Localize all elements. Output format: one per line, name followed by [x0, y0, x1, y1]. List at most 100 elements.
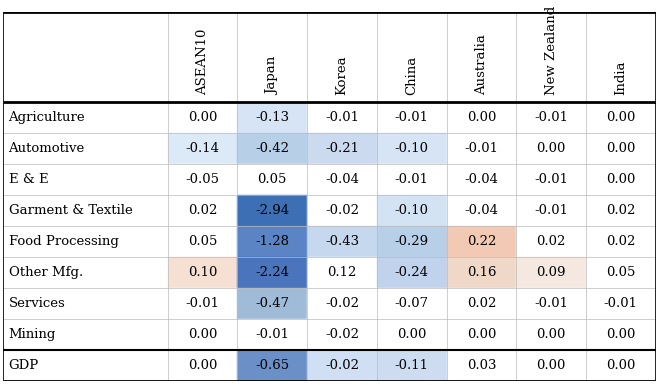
Text: -0.13: -0.13 — [255, 111, 289, 124]
Bar — [377, 350, 447, 381]
Text: Automotive: Automotive — [9, 142, 85, 155]
Text: 0.03: 0.03 — [466, 359, 496, 372]
Bar — [237, 288, 307, 319]
Text: -0.29: -0.29 — [395, 235, 429, 248]
Text: -0.01: -0.01 — [325, 111, 359, 124]
Bar — [237, 319, 307, 350]
Text: 0.02: 0.02 — [606, 235, 635, 248]
Bar — [516, 288, 586, 319]
Text: -0.04: -0.04 — [464, 204, 499, 217]
Text: -0.07: -0.07 — [395, 297, 429, 310]
Bar — [237, 257, 307, 288]
Bar — [586, 319, 656, 350]
Text: -0.11: -0.11 — [395, 359, 428, 372]
Bar — [447, 319, 516, 350]
Text: -0.43: -0.43 — [325, 235, 359, 248]
Text: E & E: E & E — [9, 173, 48, 186]
Text: 0.05: 0.05 — [188, 235, 217, 248]
Bar — [307, 133, 377, 164]
Text: -0.47: -0.47 — [255, 297, 289, 310]
Bar — [307, 164, 377, 195]
Bar — [377, 257, 447, 288]
Text: 0.22: 0.22 — [466, 235, 496, 248]
Text: 0.00: 0.00 — [606, 359, 635, 372]
Bar — [516, 226, 586, 257]
Bar — [586, 350, 656, 381]
Text: -0.42: -0.42 — [256, 142, 289, 155]
Text: 0.00: 0.00 — [536, 142, 566, 155]
Bar — [447, 288, 516, 319]
Text: 0.00: 0.00 — [536, 328, 566, 341]
Text: Services: Services — [9, 297, 65, 310]
Bar — [168, 350, 237, 381]
Bar — [377, 288, 447, 319]
Bar — [168, 102, 237, 133]
Text: 0.02: 0.02 — [466, 297, 496, 310]
Text: -0.24: -0.24 — [395, 266, 428, 279]
Bar — [586, 133, 656, 164]
Text: 0.02: 0.02 — [536, 235, 566, 248]
Bar — [237, 226, 307, 257]
Bar — [516, 319, 586, 350]
Bar — [377, 319, 447, 350]
Text: -0.01: -0.01 — [604, 297, 638, 310]
Text: India: India — [614, 60, 627, 95]
Bar — [237, 164, 307, 195]
Bar — [168, 319, 237, 350]
Bar — [3, 12, 656, 102]
Bar — [447, 133, 516, 164]
Bar — [168, 288, 237, 319]
Text: -0.01: -0.01 — [256, 328, 289, 341]
Text: Australia: Australia — [475, 34, 488, 95]
Bar — [516, 133, 586, 164]
Bar — [377, 226, 447, 257]
Text: -0.04: -0.04 — [464, 173, 499, 186]
Bar — [168, 133, 237, 164]
Text: 0.09: 0.09 — [536, 266, 566, 279]
Text: -0.02: -0.02 — [325, 328, 359, 341]
Bar — [377, 133, 447, 164]
Text: -0.01: -0.01 — [534, 173, 568, 186]
Bar — [307, 288, 377, 319]
Bar — [516, 350, 586, 381]
Text: 0.00: 0.00 — [188, 359, 217, 372]
Text: -0.10: -0.10 — [395, 142, 428, 155]
Text: 0.10: 0.10 — [188, 266, 217, 279]
Text: -0.21: -0.21 — [325, 142, 359, 155]
Text: Japan: Japan — [266, 57, 279, 95]
Text: New Zealand: New Zealand — [545, 6, 558, 95]
Text: 0.00: 0.00 — [606, 111, 635, 124]
Bar — [237, 350, 307, 381]
Bar — [307, 195, 377, 226]
Bar — [168, 195, 237, 226]
Text: Agriculture: Agriculture — [9, 111, 85, 124]
Text: GDP: GDP — [9, 359, 39, 372]
Bar — [307, 102, 377, 133]
Bar — [447, 257, 516, 288]
Bar — [586, 195, 656, 226]
Bar — [168, 164, 237, 195]
Bar — [377, 102, 447, 133]
Bar — [447, 350, 516, 381]
Text: -2.24: -2.24 — [256, 266, 289, 279]
Text: -0.14: -0.14 — [185, 142, 219, 155]
Text: -0.01: -0.01 — [534, 111, 568, 124]
Text: -0.04: -0.04 — [325, 173, 359, 186]
Bar — [586, 226, 656, 257]
Text: -0.01: -0.01 — [185, 297, 219, 310]
Text: 0.00: 0.00 — [466, 328, 496, 341]
Bar — [586, 164, 656, 195]
Bar — [307, 350, 377, 381]
Text: 0.00: 0.00 — [536, 359, 566, 372]
Bar — [237, 133, 307, 164]
Text: -2.94: -2.94 — [255, 204, 289, 217]
Bar — [377, 195, 447, 226]
Text: Korea: Korea — [336, 55, 348, 95]
Bar — [516, 195, 586, 226]
Text: 0.05: 0.05 — [258, 173, 287, 186]
Text: China: China — [405, 55, 419, 95]
Text: Food Processing: Food Processing — [9, 235, 118, 248]
Bar — [168, 257, 237, 288]
Text: -0.01: -0.01 — [395, 111, 428, 124]
Text: -0.65: -0.65 — [255, 359, 289, 372]
